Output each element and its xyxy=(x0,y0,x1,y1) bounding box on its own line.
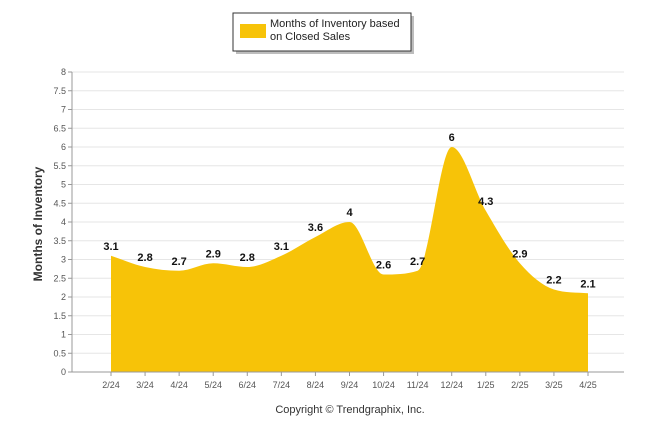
y-tick-label: 3 xyxy=(61,255,66,265)
x-tick-label: 2/24 xyxy=(102,380,120,390)
y-axis-title: Months of Inventory xyxy=(31,166,45,281)
data-label: 2.9 xyxy=(512,248,527,260)
x-tick-label: 2/25 xyxy=(511,380,529,390)
y-tick-label: 0 xyxy=(61,367,66,377)
copyright-text: Copyright © Trendgraphix, Inc. xyxy=(275,404,424,416)
x-tick-label: 4/24 xyxy=(170,380,188,390)
x-tick-label: 8/24 xyxy=(307,380,325,390)
y-tick-label: 6 xyxy=(61,142,66,152)
x-axis: 2/24 3/24 4/24 5/24 6/24 7/24 8/24 9/24 10/24 11/… xyxy=(72,371,624,390)
x-tick-label: 5/24 xyxy=(204,380,222,390)
x-tick-label: 7/24 xyxy=(273,380,291,390)
data-label: 2.9 xyxy=(206,248,221,260)
data-label: 2.7 xyxy=(171,256,186,268)
y-tick-label: 4.5 xyxy=(53,198,66,208)
x-tick-label: 3/24 xyxy=(136,380,154,390)
data-label: 2.2 xyxy=(546,275,561,287)
x-tick-label: 4/25 xyxy=(579,380,597,390)
x-tick-label: 1/25 xyxy=(477,380,495,390)
legend-label-line-1: Months of Inventory based xyxy=(270,18,400,30)
y-tick-label: 7.5 xyxy=(53,86,66,96)
data-labels: 3.1 2.8 2.7 2.9 2.8 3.1 3.6 4 2.6 2.7 6 4.3 2.9 2.2 2.… xyxy=(103,132,595,290)
legend-label-line-2: on Closed Sales xyxy=(270,31,351,43)
data-label: 2.8 xyxy=(240,252,255,264)
y-tick-label: 4 xyxy=(61,217,66,227)
y-tick-label: 1 xyxy=(61,330,66,340)
data-label: 3.1 xyxy=(274,241,289,253)
y-tick-label: 5 xyxy=(61,180,66,190)
y-tick-label: 8 xyxy=(61,67,66,77)
data-label: 4.3 xyxy=(478,196,493,208)
data-label: 6 xyxy=(449,132,455,144)
y-tick-label: 2 xyxy=(61,292,66,302)
series-area-layer xyxy=(111,147,588,372)
y-axis: 0 0.5 1 1.5 2 2.5 3 3.5 4 4.5 5 5.5 6 6.5 7 7.5 8 xyxy=(53,67,73,377)
data-label: 3.6 xyxy=(308,222,323,234)
data-label: 3.1 xyxy=(103,241,118,253)
legend-swatch xyxy=(240,24,266,38)
y-tick-label: 3.5 xyxy=(53,236,66,246)
x-tick-label: 3/25 xyxy=(545,380,563,390)
data-label: 2.8 xyxy=(137,252,152,264)
data-label: 2.1 xyxy=(580,278,595,290)
series-area xyxy=(111,147,588,372)
legend: Months of Inventory based on Closed Sale… xyxy=(232,12,414,54)
data-label: 2.6 xyxy=(376,260,391,272)
y-tick-label: 7 xyxy=(61,105,66,115)
y-tick-label: 2.5 xyxy=(53,273,66,283)
y-tick-label: 0.5 xyxy=(53,348,66,358)
x-tick-label: 10/24 xyxy=(372,380,395,390)
y-tick-label: 1.5 xyxy=(53,311,66,321)
data-label: 2.7 xyxy=(410,256,425,268)
x-tick-label: 9/24 xyxy=(341,380,359,390)
x-tick-label: 6/24 xyxy=(239,380,257,390)
x-tick-label: 12/24 xyxy=(440,380,463,390)
data-label: 4 xyxy=(346,207,353,219)
x-tick-label: 11/24 xyxy=(407,380,429,390)
y-tick-label: 6.5 xyxy=(53,123,66,133)
y-tick-label: 5.5 xyxy=(53,161,66,171)
